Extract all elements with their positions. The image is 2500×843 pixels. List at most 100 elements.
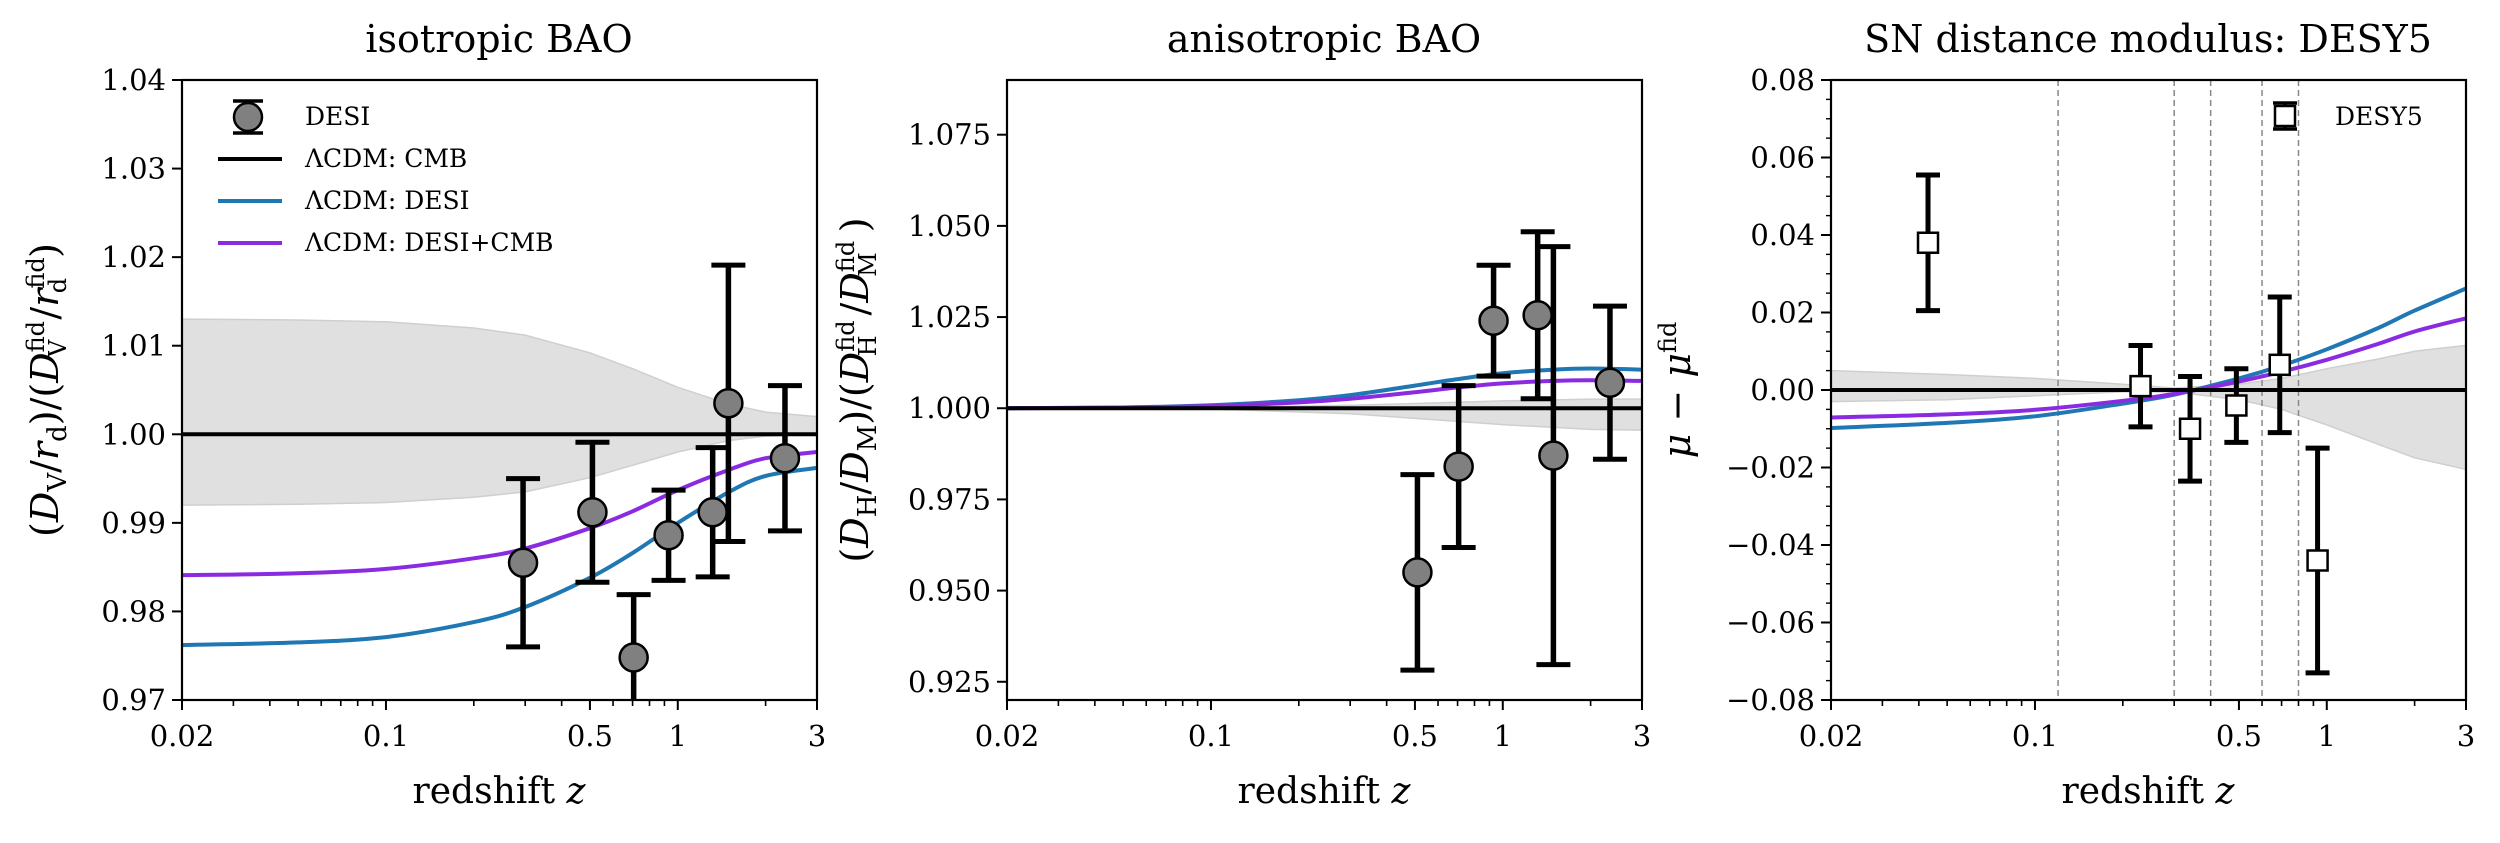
y-tick-label: 1.02 [101,240,166,274]
y-tick-label: 0.06 [1750,141,1815,175]
y-tick-label: −0.06 [1726,606,1815,640]
marker-circle [618,642,649,673]
desi-point-isotropic [575,439,610,585]
y-tick-label: −0.02 [1726,451,1815,485]
desi-point-isotropic [711,262,746,544]
marker-circle [697,496,728,528]
y-tick-label: 1.000 [908,391,991,425]
y-tick-label: −0.08 [1726,683,1815,717]
xlabel-isotropic: redshift z [413,771,587,812]
marker-circle [1443,451,1474,482]
ylabel-anisotropic: (DH/DM)/(DfidH/DfidM) [832,217,883,562]
y-tick-label: 0.925 [908,665,991,699]
desi-point-isotropic [616,592,651,700]
y-tick-label: 1.00 [101,417,166,451]
marker-square [2225,394,2248,417]
desi-point-anisotropic [1536,244,1571,668]
y-tick-label: 1.04 [101,63,166,97]
legend-label-desy5: DESY5 [2335,102,2423,131]
desi-point-isotropic [695,445,730,580]
y-tick-label: 0.950 [908,574,991,608]
panel-sn-distance-modulus: 0.02 0.1 0.5 1 3 −0.08 −0.06 −0.04 −0.02 0.00 0.02… [1654,17,2475,812]
cmb-uncertainty-band-sn [1831,344,2466,471]
x-tick-label: 1 [669,719,687,753]
marker-square [2178,417,2202,440]
marker-circle [507,547,539,578]
legend-label-lcdm-desi: ΛCDM: DESI [304,186,470,215]
y-tick-label: 0.08 [1750,63,1815,97]
y-tick-label: 0.00 [1750,373,1815,407]
y-tick-label: 0.98 [101,594,166,628]
y-tick-label: 1.03 [101,152,166,186]
marker-circle [713,388,744,419]
desy5-point-sn [2305,445,2330,676]
legend-entry-cmb: ΛCDM: CMB [218,144,467,173]
desi-point-anisotropic [1441,383,1476,551]
title-anisotropic: anisotropic BAO [1167,17,1481,61]
x-tick-label: 1 [1494,719,1512,753]
marker-square [2268,353,2291,377]
x-tick-label: 0.5 [567,719,613,753]
desi-point-anisotropic [1592,303,1627,462]
y-tick-label: 0.99 [101,506,166,540]
y-tick-label: 0.04 [1750,218,1815,252]
legend-sn: DESY5 [2273,101,2423,131]
desi-point-anisotropic [1520,229,1555,402]
title-isotropic: isotropic BAO [365,17,632,61]
ylabel-sn: μ − μfid [1654,322,1699,459]
marker-circle [1594,367,1626,398]
x-tick-label: 0.1 [1188,719,1234,753]
legend-marker-desi [232,101,264,133]
marker-square [1916,231,1940,254]
panel-isotropic-bao: 0.02 0.1 0.5 1 3 0.97 0.98 0.99 1.00 1.01 1.02 1.03… [22,17,826,812]
lcdm-desi-line-isotropic [182,465,817,648]
y-tick-label: 1.025 [908,300,991,334]
y-tick-label: 1.075 [908,118,991,152]
plot-area-anisotropic [1007,229,1642,673]
desy5-point-sn [2128,342,2153,430]
lcdm-desi-cmb-line-isotropic [182,450,817,578]
y-tick-label: 0.02 [1750,296,1815,330]
marker-circle [1538,440,1569,471]
desi-point-anisotropic [1400,472,1435,673]
desi-point-isotropic [506,476,541,650]
ticks-isotropic: 0.02 0.1 0.5 1 3 0.97 0.98 0.99 1.00 1.01 1.02 1.03… [101,63,826,753]
plot-area-sn [1831,80,2466,700]
ticks-anisotropic: 0.02 0.1 0.5 1 3 0.925 0.950 0.975 1.000 1.025 1.0… [908,118,1651,753]
xlabel-sn: redshift z [2062,771,2236,812]
y-tick-label: 0.97 [101,683,166,717]
marker-circle [577,496,608,528]
marker-circle [769,442,801,474]
plot-area-isotropic [182,262,817,700]
cmb-uncertainty-band-anisotropic [1007,398,1642,431]
ticks-sn: 0.02 0.1 0.5 1 3 −0.08 −0.06 −0.04 −0.02 0.00 0.02… [1726,63,2475,753]
y-tick-label: 0.975 [908,482,991,516]
desi-point-anisotropic [1476,262,1511,379]
legend-entry-lcdm-desi: ΛCDM: DESI [218,186,470,215]
cmb-uncertainty-band-isotropic [182,318,817,506]
y-tick-label: 1.01 [101,329,166,363]
desy5-point-sn [1916,172,1941,314]
title-sn: SN distance modulus: DESY5 [1864,17,2432,61]
x-tick-label: 0.1 [2012,719,2058,753]
lcdm-desi-cmb-line-sn [1831,316,2466,420]
x-tick-label: 3 [1633,719,1651,753]
marker-square [2129,374,2152,398]
axes-frame-anisotropic [1005,78,1644,702]
marker-circle [1478,305,1509,336]
desi-point-isotropic [767,383,802,534]
marker-circle [653,520,684,551]
x-tick-label: 0.02 [975,719,1040,753]
xlabel-anisotropic: redshift z [1238,771,1412,812]
legend-label-cmb: ΛCDM: CMB [304,144,467,173]
legend-label-lcdm-desi-cmb: ΛCDM: DESI+CMB [304,228,554,257]
axes-frame-isotropic [180,78,819,702]
desy5-point-sn [2178,373,2203,484]
legend-isotropic: DESI ΛCDM: CMB ΛCDM: DESI ΛCDM: DESI+CMB [218,99,554,257]
x-tick-label: 3 [2457,719,2475,753]
legend-label-desi: DESI [305,102,370,131]
x-tick-label: 3 [808,719,826,753]
desy5-point-sn [2224,366,2249,445]
legend-entry-desi: DESI [232,99,370,135]
